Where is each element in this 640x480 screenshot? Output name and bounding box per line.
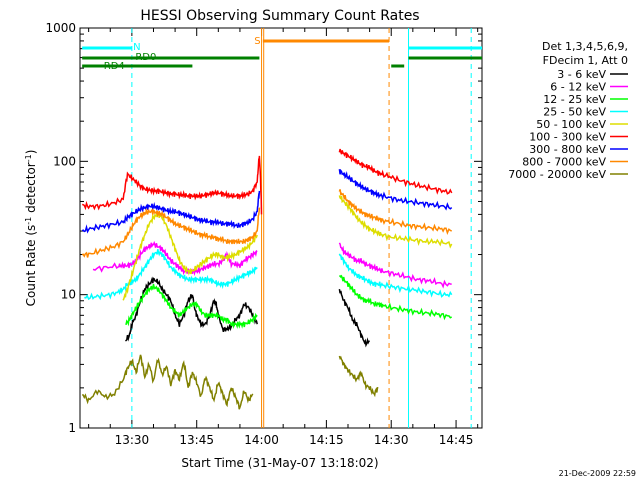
series-line-12-25-kev xyxy=(125,283,258,330)
y-tick-label: 100 xyxy=(53,154,76,168)
legend-header-2: FDecim 1, Att 0 xyxy=(543,54,628,67)
series-line-300-800-kev-after xyxy=(338,168,453,211)
series-line-12-25-kev-after xyxy=(338,274,453,321)
series-line-25-50-kev xyxy=(84,249,258,301)
y-axis-label-sup1: -1 xyxy=(24,217,33,225)
series-line-800-7000-kev xyxy=(81,207,261,258)
series-line-100-300-kev-after xyxy=(338,148,453,195)
status-annotation: N xyxy=(133,42,140,53)
y-tick-label: 10 xyxy=(61,288,76,302)
series-line-7000-20000-kev-after xyxy=(338,355,379,398)
legend-entry-label: 300 - 800 keV xyxy=(529,143,606,156)
status-annotation: S xyxy=(254,36,260,47)
series-line-25-50-kev-after xyxy=(338,253,453,298)
x-tick-label: 14:30 xyxy=(374,433,409,447)
legend-entry-label: 7000 - 20000 keV xyxy=(508,168,606,181)
y-axis-label-sup2: -1 xyxy=(24,154,33,162)
status-annotation: RD0 xyxy=(135,52,156,63)
footer-date: 21-Dec-2009 22:59 xyxy=(559,469,636,478)
plot-frame xyxy=(79,27,483,429)
series-line-50-100-kev xyxy=(122,212,258,301)
x-tick-label: 14:00 xyxy=(244,433,279,447)
legend-entry-label: 100 - 300 keV xyxy=(529,131,606,144)
series-line-300-800-kev xyxy=(81,190,261,234)
y-tick-label: 1000 xyxy=(45,21,76,35)
series-line-3-6-kev-after xyxy=(338,288,370,348)
legend-entry-label: 800 - 7000 keV xyxy=(522,156,606,169)
y-axis-label: Count Rate (s-1 detector-1) xyxy=(24,150,39,307)
series-line-50-100-kev-after xyxy=(338,195,453,249)
plot-area: 1 10 100 1000 13:30 13:45 14:00 14:15 14:30 14:45… xyxy=(45,21,483,447)
legend-header-1: Det 1,3,4,5,6,9, xyxy=(542,40,628,53)
x-axis-label: Start Time (31-May-07 13:18:02) xyxy=(181,456,378,470)
y-tick-label: 1 xyxy=(68,421,76,435)
x-tick-label: 13:45 xyxy=(179,433,214,447)
series-line-100-300-kev xyxy=(82,155,263,215)
x-tick-label: 13:30 xyxy=(115,433,150,447)
x-tick-label: 14:45 xyxy=(439,433,474,447)
legend-entry-label: 25 - 50 keV xyxy=(543,106,606,119)
series-line-6-12-kev-after xyxy=(338,242,452,289)
legend-entry-label: 6 - 12 keV xyxy=(550,81,606,94)
x-tick-label: 14:15 xyxy=(309,433,344,447)
legend: Det 1,3,4,5,6,9, FDecim 1, Att 0 3 - 6 k… xyxy=(508,40,628,181)
legend-entry-label: 12 - 25 keV xyxy=(543,93,606,106)
series-line-7000-20000-kev xyxy=(81,354,254,410)
legend-entry-label: 3 - 6 keV xyxy=(557,68,606,81)
series-line-800-7000-kev-after xyxy=(338,189,453,235)
chart-title: HESSI Observing Summary Count Rates xyxy=(140,8,419,24)
status-annotation: RD4 xyxy=(104,61,125,72)
y-axis-label-suffix: ) xyxy=(24,150,38,155)
y-axis-label-mid: detector xyxy=(24,162,38,217)
y-axis-label-prefix: Count Rate (s xyxy=(24,225,38,307)
legend-entry-label: 50 - 100 keV xyxy=(536,118,606,131)
